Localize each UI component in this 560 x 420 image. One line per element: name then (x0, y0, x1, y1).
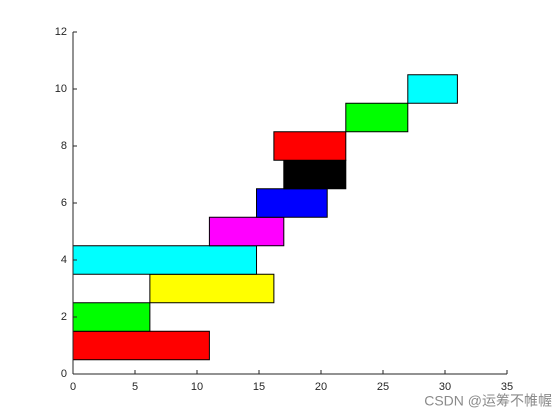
y-tick-label: 2 (61, 311, 67, 323)
y-tick-label: 0 (61, 368, 67, 380)
x-tick-label: 5 (132, 381, 138, 393)
x-tick-label: 0 (70, 381, 76, 393)
y-tick-label: 4 (61, 254, 67, 266)
bar (283, 159, 347, 190)
watermark: CSDN @运筹不帷幄 (424, 393, 552, 409)
y-tick-label: 8 (61, 140, 67, 152)
bar (72, 302, 151, 332)
x-tick-label: 30 (439, 381, 451, 393)
x-tick-label: 20 (315, 381, 327, 393)
bar (72, 330, 210, 361)
y-tick-label: 6 (61, 197, 67, 209)
x-tick-label: 35 (501, 381, 513, 393)
bar (208, 216, 285, 247)
y-tick-label: 10 (55, 83, 67, 95)
bar (256, 188, 328, 218)
bar (273, 131, 347, 161)
bar (149, 273, 275, 304)
bar (345, 102, 409, 133)
bar (407, 74, 458, 104)
x-tick-label: 10 (191, 381, 203, 393)
bar (72, 245, 258, 275)
y-tick-label: 12 (55, 26, 67, 38)
x-tick-label: 25 (377, 381, 389, 393)
x-tick-label: 15 (253, 381, 265, 393)
